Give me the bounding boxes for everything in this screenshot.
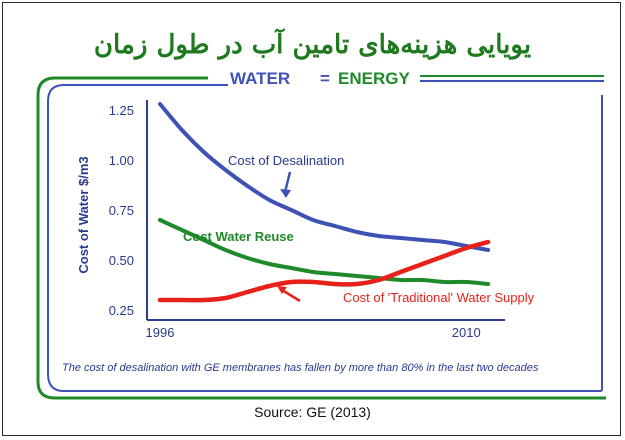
panel-inner-border: [47, 84, 603, 392]
arrow-traditional-head: [277, 286, 287, 294]
y-axis-label: Cost of Water $/m3: [76, 156, 91, 273]
x-tick-label: 1996: [146, 325, 175, 340]
series-line-desalination: [158, 102, 491, 252]
chart-footnote: The cost of desalination with GE membran…: [62, 362, 539, 374]
y-tick-label: 0.25: [109, 303, 134, 318]
banner-separator: =: [320, 69, 330, 88]
y-ticks: 0.25 0.50 0.75 1.00 1.25: [109, 103, 134, 318]
banner-water: WATER: [230, 69, 290, 88]
arrow-traditional: [281, 288, 301, 303]
banner-energy: ENERGY: [338, 69, 410, 88]
label-desalination: Cost of Desalination: [228, 153, 344, 168]
x-ticks: 1996 2010: [146, 325, 481, 340]
label-water-reuse: Cost Water Reuse: [183, 229, 294, 244]
panel-outer-border: [36, 76, 606, 400]
source-note: Source: GE (2013): [254, 404, 371, 420]
y-tick-label: 1.25: [109, 103, 134, 118]
arrow-desalination-head: [280, 189, 291, 198]
outer-frame: [2, 2, 621, 436]
y-tick-label: 1.00: [109, 153, 134, 168]
y-tick-label: 0.50: [109, 253, 134, 268]
series-lines: [157, 102, 491, 303]
label-traditional: Cost of 'Traditional' Water Supply: [343, 290, 535, 305]
x-tick-label: 2010: [452, 325, 481, 340]
series-line-water-reuse: [158, 218, 491, 286]
arrow-desalination: [283, 171, 292, 193]
page-title: یویایی هزینه‌های تامین آب در طول زمان: [93, 30, 532, 60]
series-line-traditional: [157, 239, 491, 303]
y-tick-label: 0.75: [109, 203, 134, 218]
